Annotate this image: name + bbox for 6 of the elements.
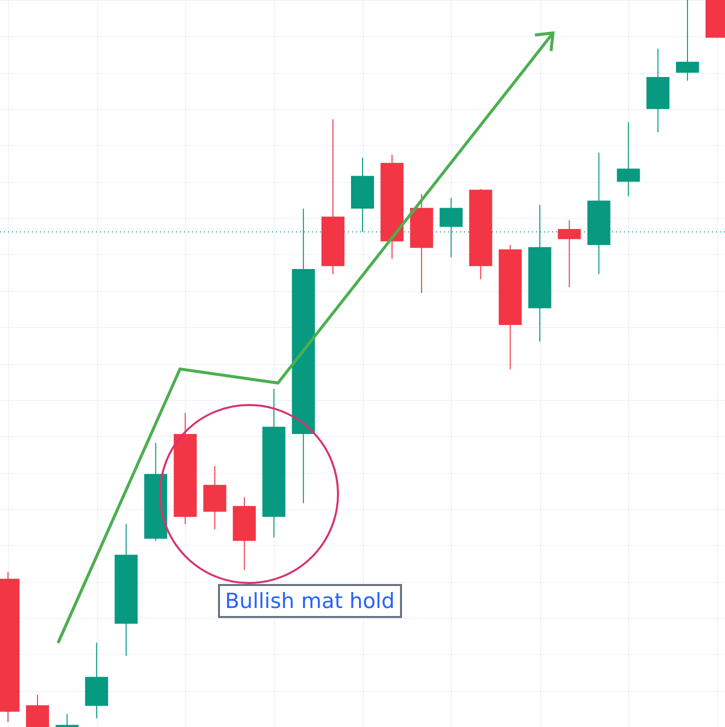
candlestick: [676, 0, 699, 82]
candlestick: [56, 713, 79, 727]
candlestick: [558, 220, 581, 288]
candlestick: [616, 122, 640, 197]
annotation: Bullish mat hold: [218, 584, 402, 618]
candlestick: [26, 694, 50, 727]
